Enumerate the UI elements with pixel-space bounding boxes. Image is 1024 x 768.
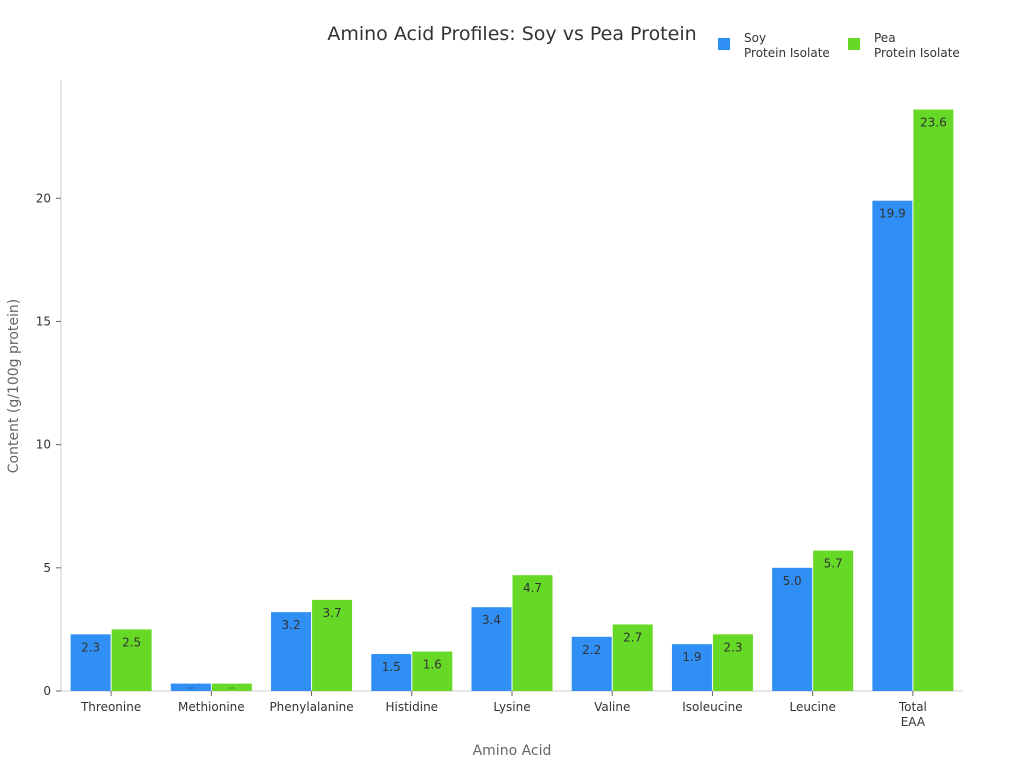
x-tick-label: Phenylalanine [269,700,353,714]
bar [872,200,913,691]
data-label: 2.2 [582,643,601,657]
bar [170,683,211,691]
x-tick-label: Methionine [178,700,245,714]
bar [371,654,412,691]
bar [913,109,954,691]
x-tick-label: Isoleucine [682,700,742,714]
data-label: 0.3 [188,686,193,690]
data-label: 3.7 [323,606,342,620]
x-tick-label: Total EAA [898,700,927,729]
bar [412,651,453,691]
bar [111,629,152,691]
data-label: 23.6 [920,116,947,130]
data-label: 2.3 [723,640,742,654]
data-label: 3.2 [282,618,301,632]
legend-swatch [718,38,730,50]
data-label: 1.5 [382,660,401,674]
x-axis-label: Amino Acid [473,743,552,759]
x-tick-label: Leucine [789,700,835,714]
bar [712,634,753,691]
bar [271,612,312,691]
legend-label: Pea Protein Isolate [874,31,960,60]
data-label: 5.0 [783,574,802,588]
data-label: 1.9 [682,650,701,664]
x-tick-label: Lysine [493,700,530,714]
data-label: 2.3 [81,640,100,654]
bar [312,599,353,691]
bar [671,644,712,691]
data-label: 5.7 [824,557,843,571]
data-label: 4.7 [523,581,542,595]
data-label: 1.6 [423,658,442,672]
data-label: 2.7 [623,630,642,644]
x-tick-label: Valine [594,700,630,714]
bar [612,624,653,691]
y-tick-label: 20 [36,191,51,205]
data-label: 0.3 [229,686,234,690]
y-tick-label: 0 [43,684,51,698]
bar [70,634,111,691]
x-tick-label: Threonine [80,700,141,714]
x-tick-label: Histidine [385,700,438,714]
chart-title: Amino Acid Profiles: Soy vs Pea Protein [327,23,696,45]
bar [471,607,512,691]
data-label: 19.9 [879,207,906,221]
legend-label: Soy Protein Isolate [744,31,830,60]
y-tick-label: 10 [36,438,51,452]
y-tick-label: 15 [36,314,51,328]
data-label: 3.4 [482,613,501,627]
y-axis-label: Content (g/100g protein) [6,299,22,473]
bar [211,683,252,691]
bar [813,550,854,691]
bar [772,567,813,691]
bar [571,636,612,691]
data-label: 2.5 [122,635,141,649]
y-tick-label: 5 [43,561,51,575]
bar [512,575,553,691]
legend-swatch [848,38,860,50]
